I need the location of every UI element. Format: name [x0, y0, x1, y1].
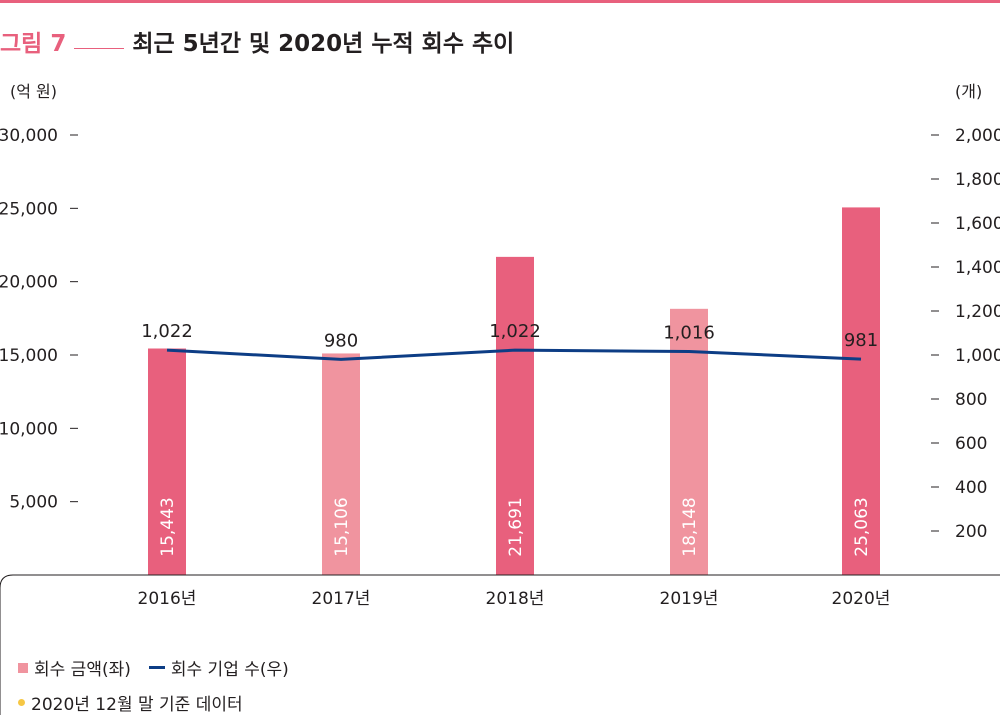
chart-legend: 회수 금액(좌) 회수 기업 수(우)	[18, 655, 289, 680]
right-axis-tick-label: 200	[955, 522, 987, 542]
x-axis-category-label: 2019년	[660, 589, 719, 609]
line-value-label: 980	[324, 330, 358, 351]
figure-label: 그림 7	[0, 31, 67, 57]
x-axis-category-label: 2020년	[832, 589, 891, 609]
x-axis-category-label: 2017년	[312, 589, 371, 609]
chart-baseline	[0, 574, 1000, 715]
bar-value-label: 18,148	[680, 497, 700, 556]
x-axis-category-label: 2016년	[138, 589, 197, 609]
bar-value-label: 21,691	[506, 497, 526, 556]
left-axis-tick-label: 20,000	[0, 273, 58, 293]
figure-label-underline	[74, 47, 125, 49]
right-axis-tick-label: 600	[955, 434, 987, 454]
line-value-label: 1,022	[141, 321, 193, 342]
line-value-label: 1,022	[489, 321, 541, 342]
right-axis-tick-label: 1,400	[955, 258, 1000, 278]
x-axis-category-label: 2018년	[486, 589, 545, 609]
left-axis-unit: (억 원)	[10, 82, 58, 101]
note-text: 2020년 12월 말 기준 데이터	[31, 695, 243, 715]
bar-value-label: 25,063	[852, 497, 872, 556]
right-axis-tick-label: 1,600	[955, 214, 1000, 234]
bar	[842, 207, 880, 575]
left-axis-tick-label: 30,000	[0, 126, 58, 146]
left-axis-tick-label: 25,000	[0, 199, 58, 219]
data-note: 2020년 12월 말 기준 데이터	[18, 690, 243, 715]
left-axis-tick-label: 10,000	[0, 419, 58, 439]
line-value-label: 981	[844, 330, 878, 351]
right-axis-tick-label: 400	[955, 478, 987, 498]
right-axis-unit: (개)	[955, 82, 983, 101]
legend-bar-swatch	[18, 662, 28, 673]
top-accent-rule	[0, 0, 1000, 3]
left-axis-tick-label: 5,000	[9, 493, 58, 513]
line-value-label: 1,016	[663, 322, 715, 343]
bar	[148, 348, 186, 575]
right-axis-tick-label: 1,200	[955, 302, 1000, 322]
right-axis-tick-label: 800	[955, 390, 987, 410]
right-axis-tick-label: 2,000	[955, 126, 1000, 146]
bar-value-label: 15,443	[158, 497, 178, 556]
chart-title: 최근 5년간 및 2020년 누적 회수 추이	[132, 31, 515, 57]
right-axis-tick-label: 1,800	[955, 170, 1000, 190]
right-axis-tick-label: 1,000	[955, 346, 1000, 366]
figure-header: 그림 7 최근 5년간 및 2020년 누적 회수 추이	[0, 24, 514, 58]
legend-line-swatch	[148, 666, 165, 669]
bar-value-label: 15,106	[332, 497, 352, 556]
line-series	[166, 348, 862, 361]
legend-line-label: 회수 기업 수(우)	[170, 660, 289, 680]
bar	[496, 256, 534, 575]
left-axis-tick-label: 15,000	[0, 346, 58, 366]
legend-bar-label: 회수 금액(좌)	[34, 660, 131, 680]
note-bullet-icon	[18, 699, 25, 706]
bar	[322, 353, 360, 575]
